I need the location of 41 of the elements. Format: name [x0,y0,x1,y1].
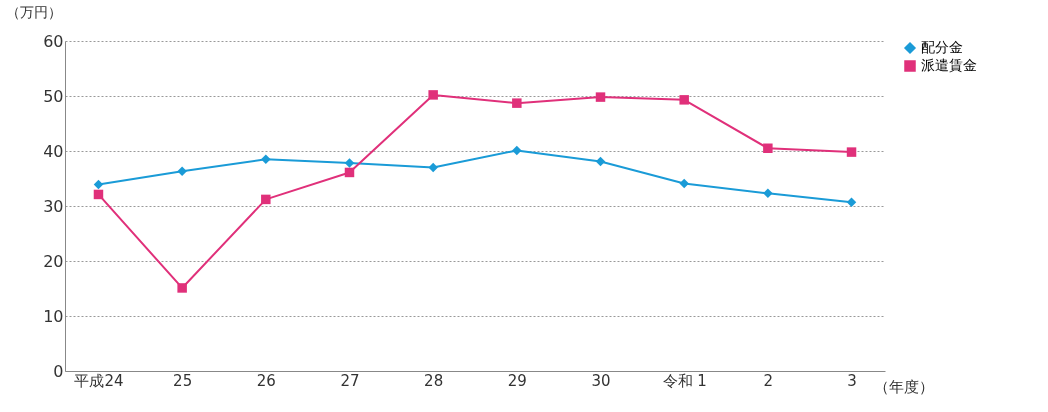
point [177,283,187,293]
point [261,194,271,205]
x-axis-title: （年度） [873,377,934,396]
point [763,143,773,153]
y-tick-label: 20 [43,251,64,271]
x-tick-label: 30 [591,371,611,390]
point [93,189,104,200]
x-tick-label: 平成24 [74,371,124,390]
y-tick-label: 50 [43,86,64,106]
x-tick-label: 25 [173,371,193,390]
point [261,154,271,164]
x-tick-label: 令和 1 [662,371,707,390]
point [177,166,187,177]
y-tick-label: 30 [43,196,64,216]
x-tick-label: 26 [256,371,276,390]
x-tick-label: 2 [763,371,774,390]
point [846,197,857,207]
point [595,156,606,167]
y-tick-label: 10 [43,306,64,326]
y-tick-label: 60 [43,31,64,51]
x-tick-label: 29 [507,371,527,390]
point [679,178,689,189]
point [428,90,438,100]
point [512,98,522,108]
x-tick-label: 28 [424,371,444,390]
legend-label: 配分金 [921,39,963,55]
point [595,92,606,102]
point [344,158,355,168]
y-tick-label: 40 [43,141,64,161]
point [344,167,355,178]
legend-label: 派遣賃金 [921,57,977,73]
point [679,95,689,105]
point [512,145,522,156]
point [846,147,857,157]
x-tick-label: 3 [847,371,857,390]
y-axis-title: （万円） [5,3,62,20]
point [428,162,438,173]
y-tick-label: 0 [53,361,64,381]
point [93,179,104,190]
x-tick-label: 27 [340,371,360,390]
point [763,188,773,199]
